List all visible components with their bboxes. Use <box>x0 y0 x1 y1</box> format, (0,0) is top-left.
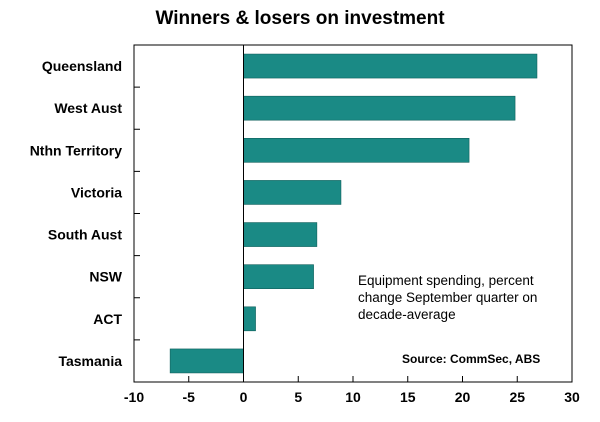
x-tick-label: -5 <box>183 389 196 405</box>
y-tick-label: South Aust <box>48 227 122 243</box>
x-tick-label: 20 <box>455 389 471 405</box>
bar-west-aust <box>243 95 516 121</box>
chart-annotation: Equipment spending, percent change Septe… <box>358 273 538 322</box>
bar-south-aust <box>243 222 318 247</box>
chart-source: Source: CommSec, ABS <box>402 352 541 366</box>
x-tick-label: 25 <box>509 389 525 405</box>
x-tick-label: 5 <box>294 389 302 405</box>
y-tick-label: Victoria <box>71 184 122 200</box>
bar-nthn-territory <box>243 138 470 163</box>
y-tick-label: Tasmania <box>58 353 122 369</box>
bar-nsw <box>243 264 314 289</box>
bar-tasmania <box>169 348 244 374</box>
chart-title: Winners & losers on investment <box>155 8 445 29</box>
x-tick-label: 15 <box>400 389 416 405</box>
x-tick-label: -10 <box>124 389 144 405</box>
x-tick-label: 10 <box>345 389 361 405</box>
x-tick-label: 30 <box>564 389 580 405</box>
y-tick-label: Queensland <box>42 58 122 74</box>
y-tick-label: Nthn Territory <box>30 142 123 158</box>
bar-queensland <box>243 53 538 79</box>
bar-victoria <box>243 180 342 205</box>
bar-act <box>243 306 256 332</box>
y-tick-label: NSW <box>89 269 122 285</box>
plot-frame <box>133 44 573 383</box>
y-tick-label: ACT <box>93 311 122 327</box>
y-tick-label: West Aust <box>54 100 122 116</box>
x-tick-label: 0 <box>240 389 248 405</box>
